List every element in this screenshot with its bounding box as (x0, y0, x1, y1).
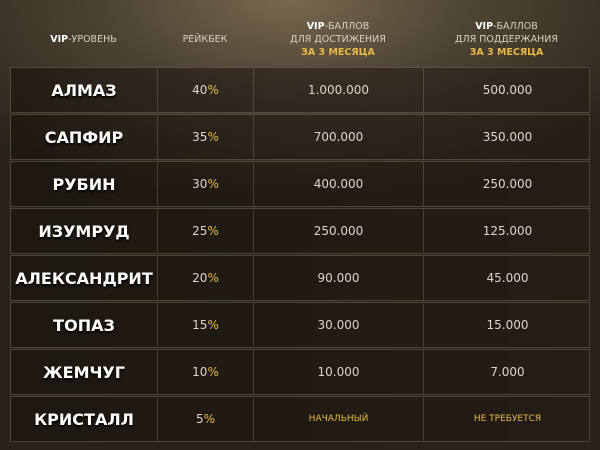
reach-points-cell: 10.000 (254, 350, 424, 394)
rakeback-cell: 20% (158, 256, 254, 300)
maintain-points-cell: НЕ ТРЕБУЕТСЯ (473, 414, 542, 424)
table-row: ТОПАЗ 15% 30.000 15.000 (10, 302, 590, 348)
maintain-points-cell: 500.000 (482, 83, 533, 97)
level-name: КРИСТАЛЛ (11, 397, 158, 441)
level-name: САПФИР (11, 115, 158, 159)
header-rakeback: РЕЙКБЕК (182, 33, 228, 45)
reach-points-cell: 30.000 (254, 303, 424, 347)
header-vip-level: VIP-УРОВЕНЬ (50, 33, 117, 45)
maintain-points-cell: 350.000 (482, 130, 533, 144)
vip-levels-table: АЛМАЗ 40% 1.000.000 500.000 САПФИР 35% 70… (10, 67, 590, 443)
level-name: ЖЕМЧУГ (11, 350, 158, 394)
reach-points-cell: НАЧАЛЬНЫЙ (254, 397, 424, 441)
table-row: КРИСТАЛЛ 5% НАЧАЛЬНЫЙ НЕ ТРЕБУЕТСЯ (10, 396, 590, 442)
rakeback-cell: 25% (158, 209, 254, 253)
header-points-maintain: VIP-БАЛЛОВ ДЛЯ ПОДДЕРЖАНИЯ ЗА 3 МЕСЯЦА (455, 20, 558, 58)
header-points-reach: VIP-БАЛЛОВ ДЛЯ ДОСТИЖЕНИЯ ЗА 3 МЕСЯЦА (290, 20, 386, 58)
maintain-points-cell: 45.000 (486, 271, 529, 285)
rakeback-cell: 5% (158, 397, 254, 441)
reach-points-cell: 400.000 (254, 162, 424, 206)
table-header: VIP-УРОВЕНЬ РЕЙКБЕК VIP-БАЛЛОВ ДЛЯ ДОСТИ… (10, 14, 590, 64)
level-name: РУБИН (11, 162, 158, 206)
level-name: АЛМАЗ (11, 68, 158, 112)
level-name: ТОПАЗ (11, 303, 158, 347)
table-row: ИЗУМРУД 25% 250.000 125.000 (10, 208, 590, 254)
table-row: РУБИН 30% 400.000 250.000 (10, 161, 590, 207)
reach-points-cell: 1.000.000 (254, 68, 424, 112)
rakeback-cell: 15% (158, 303, 254, 347)
table-row: АЛМАЗ 40% 1.000.000 500.000 (10, 67, 590, 113)
rakeback-cell: 40% (158, 68, 254, 112)
level-name: АЛЕКСАНДРИТ (11, 256, 158, 300)
maintain-points-cell: 7.000 (490, 365, 525, 379)
maintain-points-cell: 250.000 (482, 177, 533, 191)
maintain-points-cell: 15.000 (486, 318, 529, 332)
table-row: ЖЕМЧУГ 10% 10.000 7.000 (10, 349, 590, 395)
rakeback-cell: 30% (158, 162, 254, 206)
table-row: АЛЕКСАНДРИТ 20% 90.000 45.000 (10, 255, 590, 301)
table-row: САПФИР 35% 700.000 350.000 (10, 114, 590, 160)
maintain-points-cell: 125.000 (482, 224, 533, 238)
level-name: ИЗУМРУД (11, 209, 158, 253)
reach-points-cell: 250.000 (254, 209, 424, 253)
rakeback-cell: 10% (158, 350, 254, 394)
reach-points-cell: 700.000 (254, 115, 424, 159)
rakeback-cell: 35% (158, 115, 254, 159)
reach-points-cell: 90.000 (254, 256, 424, 300)
